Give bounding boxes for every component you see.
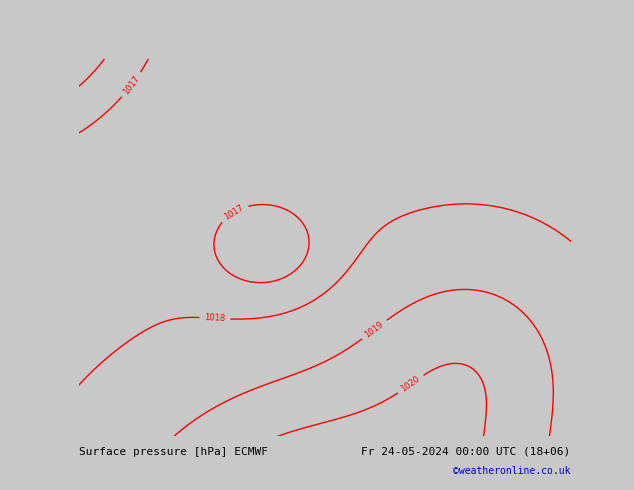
Text: Surface pressure [hPa] ECMWF: Surface pressure [hPa] ECMWF <box>79 447 268 457</box>
Text: 1017: 1017 <box>122 74 141 96</box>
Text: 1020: 1020 <box>399 374 422 394</box>
Text: 1017: 1017 <box>223 203 245 221</box>
Text: 1018: 1018 <box>204 313 226 323</box>
Text: 1019: 1019 <box>363 319 385 340</box>
Text: Fr 24-05-2024 00:00 UTC (18+06): Fr 24-05-2024 00:00 UTC (18+06) <box>361 447 571 457</box>
Text: ©weatheronline.co.uk: ©weatheronline.co.uk <box>453 466 571 476</box>
Text: 1016: 1016 <box>113 19 130 42</box>
Text: 1014: 1014 <box>51 32 72 53</box>
Text: 1015: 1015 <box>86 18 104 41</box>
